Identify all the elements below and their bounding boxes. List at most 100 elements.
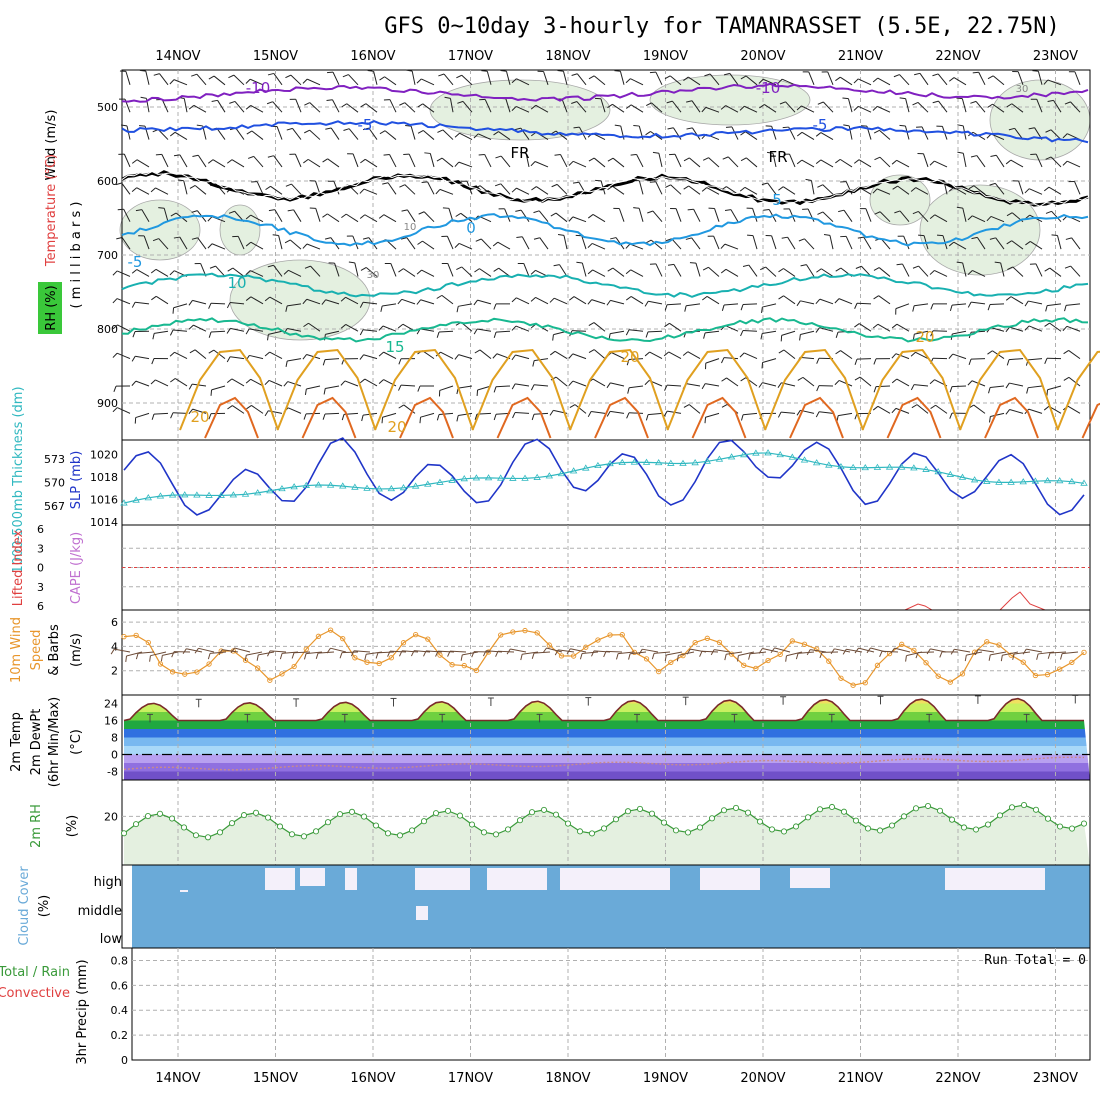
upper-wind-barb — [308, 322, 321, 332]
surface-wind-barb-flag — [410, 650, 415, 657]
upper-wind-barb-flag — [473, 328, 478, 335]
upper-wind-barb — [858, 159, 872, 168]
upper-wind-barb — [713, 235, 720, 250]
upper-wind-barb — [1028, 300, 1043, 305]
upper-wind-barb-flag — [227, 405, 233, 410]
wind-speed-marker — [1057, 666, 1063, 672]
precip-tick-label: 0 — [121, 1054, 128, 1067]
upper-wind-barb-flag — [360, 158, 366, 164]
upper-wind-barb — [810, 180, 815, 195]
upper-wind-barb — [801, 131, 815, 140]
surface-wind-barb-flag — [160, 655, 163, 662]
upper-wind-barb — [1028, 408, 1043, 414]
isotherm-25 — [984, 396, 1039, 439]
surface-wind-barb-flag — [699, 651, 703, 657]
upper-wind-barb — [820, 159, 834, 168]
upper-wind-barb — [705, 383, 720, 387]
upper-wind-barb — [593, 75, 606, 86]
rh-marker — [312, 828, 320, 835]
upper-wind-barb-flag — [113, 385, 117, 392]
upper-wind-barb — [820, 132, 834, 140]
upper-wind-barb — [135, 301, 150, 305]
precip-tick-label: 0.6 — [111, 979, 129, 992]
thickness-marker — [436, 478, 444, 485]
upper-wind-barb-flag — [210, 389, 213, 396]
date-label-bottom: 16NOV — [350, 1071, 395, 1086]
wind-speed-marker — [145, 639, 151, 646]
isotherm-20 — [1056, 350, 1100, 431]
upper-wind-barb-flag — [189, 185, 196, 189]
thickness-marker — [326, 481, 335, 488]
upper-wind-barb — [269, 296, 283, 305]
upper-wind-barb-flag — [322, 158, 328, 163]
upper-wind-barb — [610, 410, 625, 414]
upper-wind-barb-flag — [112, 270, 118, 276]
upper-wind-barb-flag — [378, 351, 384, 357]
upper-wind-barb-flag — [956, 97, 963, 100]
surface-wind-barb — [762, 648, 779, 653]
upper-wind-barb-flag — [512, 412, 516, 419]
surface-wind-barb-flag — [375, 652, 379, 659]
upper-wind-barb — [232, 405, 245, 414]
cloud-gap — [560, 868, 670, 890]
upper-wind-barb-flag — [874, 156, 881, 161]
upper-wind-barb-flag — [131, 159, 138, 164]
upper-wind-barb-flag — [1065, 237, 1072, 240]
surface-wind-barb-flag — [495, 650, 499, 657]
upper-wind-barb — [421, 78, 435, 86]
upper-wind-barb-flag — [625, 243, 631, 249]
upper-wind-barb — [117, 324, 131, 332]
upper-wind-barb — [404, 184, 416, 195]
wind-speed-marker — [643, 656, 650, 662]
surface-wind-barb-flag — [1000, 655, 1003, 662]
wind-speed-marker — [656, 668, 662, 675]
upper-wind-barb-flag — [188, 104, 195, 110]
upper-wind-barb — [422, 240, 435, 250]
upper-wind-barb-flag — [530, 384, 535, 391]
upper-wind-barb-flag — [302, 78, 308, 84]
upper-wind-barb-flag — [645, 102, 652, 107]
upper-wind-barb-flag — [633, 207, 640, 209]
rh-contour — [649, 74, 811, 126]
upper-wind-barb — [879, 156, 891, 168]
upper-wind-barb-flag — [362, 237, 370, 240]
wind-speed-marker — [923, 660, 929, 666]
upper-wind-barb — [443, 73, 454, 86]
upper-wind-barb — [962, 207, 967, 222]
surface-wind-barb-flag — [748, 653, 751, 660]
thickness-marker — [740, 451, 748, 458]
upper-wind-barb — [1057, 235, 1062, 250]
upper-wind-barb-flag — [454, 354, 459, 360]
upper-wind-barb — [539, 237, 549, 250]
upper-wind-barb-flag — [112, 324, 118, 330]
upper-wind-barb — [877, 105, 891, 113]
upper-wind-barb — [935, 404, 948, 414]
upper-wind-barb — [801, 105, 815, 113]
thickness-marker — [521, 474, 529, 481]
upper-wind-barb-flag — [778, 349, 785, 354]
upper-wind-barb — [899, 74, 910, 86]
upper-wind-barb — [287, 328, 302, 332]
upper-wind-barb-flag — [169, 131, 176, 137]
upper-wind-barb — [420, 328, 435, 332]
upper-wind-barb-flag — [530, 297, 536, 302]
upper-wind-barb-flag — [285, 183, 292, 187]
upper-wind-barb-flag — [872, 106, 878, 111]
thickness-marker — [654, 458, 663, 466]
surface-wind-barb-flag — [171, 651, 175, 658]
upper-wind-barb-flag — [533, 210, 540, 214]
upper-wind-barb-flag — [1005, 326, 1011, 333]
upper-wind-barb — [555, 212, 568, 223]
upper-wind-barb-flag — [568, 216, 574, 222]
upper-wind-barb-flag — [912, 101, 919, 106]
wind-speed-marker — [437, 652, 443, 658]
upper-wind-barb-flag — [495, 155, 502, 159]
upper-wind-barb — [458, 303, 473, 307]
upper-wind-barb — [785, 101, 796, 113]
upper-wind-barb-flag — [173, 236, 180, 239]
upper-wind-barb-flag — [838, 209, 845, 213]
upper-wind-barb-flag — [666, 100, 673, 104]
upper-wind-barb-flag — [796, 300, 801, 307]
upper-wind-barb — [896, 378, 910, 387]
